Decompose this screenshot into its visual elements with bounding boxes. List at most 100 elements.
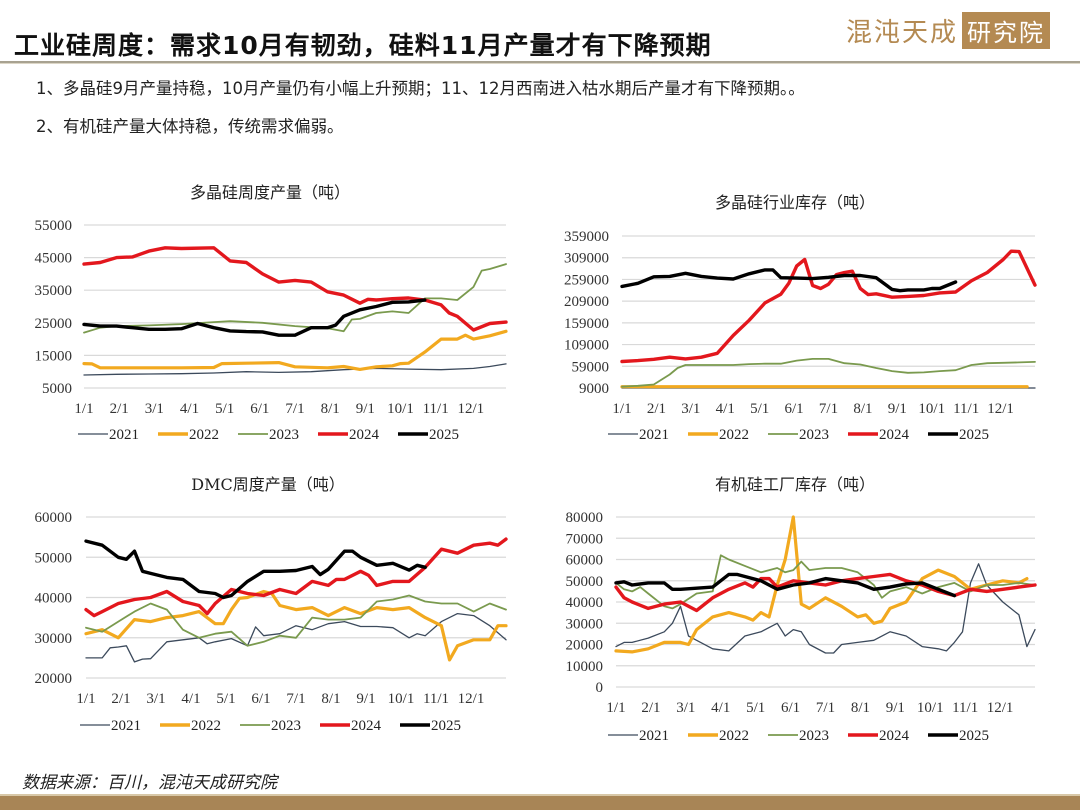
y-tick-label: 80000 <box>566 510 604 526</box>
legend-label-2021: 2021 <box>111 718 141 734</box>
x-tick-label: 11/1 <box>423 401 449 417</box>
legend-label-2023: 2023 <box>799 427 829 443</box>
y-tick-label: 40000 <box>566 595 604 611</box>
footer-band-line <box>0 794 1080 796</box>
y-tick-label: 209000 <box>564 294 609 310</box>
x-tick-label: 12/1 <box>457 401 484 417</box>
chart-title: DMC周度产量（吨） <box>191 475 344 494</box>
legend-label-2024: 2024 <box>879 427 910 443</box>
x-tick-label: 10/1 <box>917 700 944 716</box>
x-tick-label: 8/1 <box>851 700 870 716</box>
y-tick-label: 15000 <box>35 348 73 364</box>
logo-badge: 研究院 <box>962 11 1051 49</box>
series-line-2022 <box>84 589 508 662</box>
y-tick-label: 9000 <box>579 381 609 397</box>
x-tick-label: 2/1 <box>647 401 666 417</box>
series-line-2021 <box>85 612 507 663</box>
y-tick-label: 45000 <box>35 251 73 267</box>
chart-title: 有机硅工厂库存（吨） <box>715 475 875 494</box>
x-tick-label: 6/1 <box>781 700 800 716</box>
legend-label-2021: 2021 <box>639 728 669 744</box>
y-tick-label: 30000 <box>35 631 73 647</box>
chart-1: 多晶硅周度产量（吨）550004500035000250001500050001… <box>35 183 508 443</box>
x-tick-label: 7/1 <box>819 401 838 417</box>
x-tick-label: 2/1 <box>110 401 129 417</box>
x-tick-label: 2/1 <box>641 700 660 716</box>
series-line-2024 <box>614 572 1037 613</box>
bullet-point-1: 1、多晶硅9月产量持稳，10月产量仍有小幅上升预期；11、12月西南进入枯水期后… <box>36 79 805 98</box>
y-tick-label: 10000 <box>566 659 604 675</box>
series-line-2025 <box>84 539 427 600</box>
x-tick-label: 1/1 <box>74 401 93 417</box>
y-tick-label: 60000 <box>35 510 73 526</box>
x-tick-label: 1/1 <box>612 401 631 417</box>
y-tick-label: 50000 <box>566 574 604 590</box>
x-tick-label: 12/1 <box>987 401 1014 417</box>
series-line-2023 <box>615 554 1036 610</box>
series-line-2025 <box>82 298 427 337</box>
x-tick-label: 8/1 <box>321 401 340 417</box>
x-tick-label: 11/1 <box>952 700 978 716</box>
x-tick-label: 3/1 <box>676 700 695 716</box>
y-tick-label: 70000 <box>566 531 604 547</box>
series-line-2023 <box>85 594 507 647</box>
x-tick-label: 8/1 <box>853 401 872 417</box>
y-tick-label: 30000 <box>566 616 604 632</box>
bullet-point-2: 2、有机硅产量大体持稳，传统需求偏弱。 <box>36 117 344 136</box>
x-tick-label: 3/1 <box>681 401 700 417</box>
x-tick-label: 3/1 <box>145 401 164 417</box>
series-line-2024 <box>82 246 508 332</box>
series-line-2022 <box>614 515 1029 654</box>
legend-label-2025: 2025 <box>959 728 989 744</box>
title-divider <box>0 61 1080 63</box>
series-line-2021 <box>615 563 1036 654</box>
x-tick-label: 5/1 <box>746 700 765 716</box>
x-tick-label: 6/1 <box>251 691 270 707</box>
legend-label-2024: 2024 <box>879 728 910 744</box>
x-tick-label: 5/1 <box>215 401 234 417</box>
x-tick-label: 12/1 <box>987 700 1014 716</box>
y-tick-label: 359000 <box>564 229 609 245</box>
y-tick-label: 159000 <box>564 316 609 332</box>
y-tick-label: 259000 <box>564 272 609 288</box>
x-tick-label: 11/1 <box>423 691 449 707</box>
title-divider-shadow <box>0 63 1080 64</box>
legend-label-2021: 2021 <box>639 427 669 443</box>
series-line-2021 <box>83 363 507 376</box>
x-tick-label: 11/1 <box>953 401 979 417</box>
x-tick-label: 9/1 <box>888 401 907 417</box>
chart-4: 有机硅工厂库存（吨） 80000 70000 60000 50000 40000 30000… <box>566 475 1037 744</box>
series-line-2022 <box>82 329 508 371</box>
x-tick-label: 8/1 <box>321 691 340 707</box>
legend-label-2022: 2022 <box>719 728 749 744</box>
legend-label-2025: 2025 <box>429 427 459 443</box>
x-tick-label: 12/1 <box>458 691 485 707</box>
x-tick-label: 6/1 <box>250 401 269 417</box>
footer-band <box>0 796 1080 810</box>
x-tick-label: 5/1 <box>750 401 769 417</box>
legend-label-2022: 2022 <box>191 718 221 734</box>
legend-label-2023: 2023 <box>271 718 301 734</box>
x-tick-label: 4/1 <box>711 700 730 716</box>
x-tick-label: 4/1 <box>716 401 735 417</box>
x-tick-label: 5/1 <box>216 691 235 707</box>
chart-title: 多晶硅周度产量（吨） <box>190 183 350 202</box>
x-tick-label: 4/1 <box>180 401 199 417</box>
series-line-2023 <box>83 263 507 334</box>
chart-title: 多晶硅行业库存（吨） <box>715 193 875 212</box>
x-tick-label: 4/1 <box>181 691 200 707</box>
series-line-2024 <box>84 537 508 618</box>
x-tick-label: 6/1 <box>784 401 803 417</box>
y-tick-label: 20000 <box>35 671 73 687</box>
y-tick-label: 109000 <box>564 338 609 354</box>
x-tick-label: 9/1 <box>356 401 375 417</box>
y-tick-label: 55000 <box>35 218 73 234</box>
series-line-2025 <box>620 268 958 293</box>
x-tick-label: 10/1 <box>918 401 945 417</box>
x-tick-label: 9/1 <box>886 700 905 716</box>
series-line-2023 <box>621 357 1036 388</box>
x-tick-label: 7/1 <box>816 700 835 716</box>
legend-label-2025: 2025 <box>431 718 461 734</box>
